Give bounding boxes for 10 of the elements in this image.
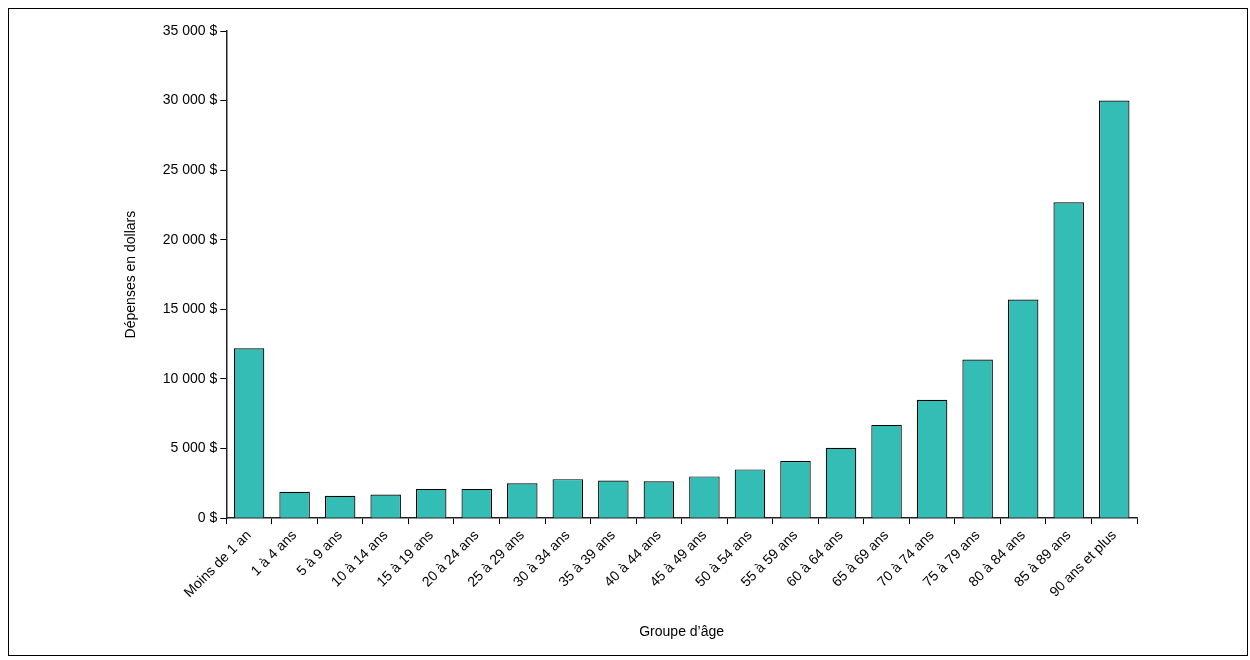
y-tick-label: 25 000 $ <box>162 161 218 178</box>
y-tick-label: 20 000 $ <box>162 230 218 247</box>
y-tick-label: 0 $ <box>197 508 218 525</box>
y-tick-label: 35 000 $ <box>162 21 218 38</box>
y-tick-label: 10 000 $ <box>162 369 218 386</box>
y-axis-title: Dépenses en dollars <box>122 210 139 339</box>
y-tick-label: 5 000 $ <box>170 439 218 456</box>
x-axis-title: Groupe d’âge <box>639 623 725 640</box>
y-tick-label: 30 000 $ <box>162 91 218 108</box>
y-tick-label: 15 000 $ <box>162 300 218 317</box>
